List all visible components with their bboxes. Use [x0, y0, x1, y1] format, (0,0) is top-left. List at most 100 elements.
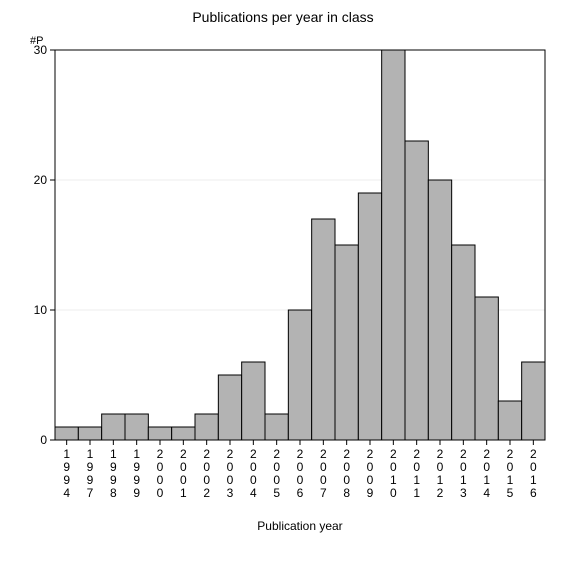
x-tick-label: 2	[203, 486, 210, 500]
x-tick-label: 6	[530, 486, 537, 500]
bar	[452, 245, 475, 440]
x-tick-label: 0	[320, 473, 327, 487]
x-tick-label: 9	[110, 460, 117, 474]
x-tick-label: 2	[460, 447, 467, 461]
x-tick-label: 5	[507, 486, 514, 500]
x-tick-label: 2	[227, 447, 234, 461]
x-tick-label: 0	[297, 460, 304, 474]
bar	[125, 414, 148, 440]
x-tick-label: 1	[483, 473, 490, 487]
bar	[428, 180, 451, 440]
x-tick-label: 9	[63, 473, 70, 487]
x-tick-label: 9	[367, 486, 374, 500]
x-tick-label: 1	[180, 486, 187, 500]
x-tick-label: 0	[367, 460, 374, 474]
x-tick-label: 2	[437, 486, 444, 500]
x-tick-label: 1	[390, 473, 397, 487]
x-tick-label: 2	[343, 447, 350, 461]
x-tick-label: 1	[437, 473, 444, 487]
y-tick-label: 30	[34, 43, 48, 57]
x-tick-label: 8	[343, 486, 350, 500]
x-tick-label: 2	[203, 447, 210, 461]
x-tick-label: 0	[250, 460, 257, 474]
x-tick-label: 2	[390, 447, 397, 461]
x-tick-label: 0	[437, 460, 444, 474]
x-tick-label: 1	[530, 473, 537, 487]
x-tick-label: 0	[297, 473, 304, 487]
x-tick-label: 1	[87, 447, 94, 461]
bar	[358, 193, 381, 440]
x-tick-label: 4	[250, 486, 257, 500]
x-tick-label: 0	[250, 473, 257, 487]
x-tick-label: 0	[460, 460, 467, 474]
x-tick-label: 1	[110, 447, 117, 461]
bar	[498, 401, 521, 440]
x-tick-label: 0	[343, 473, 350, 487]
x-tick-label: 0	[530, 460, 537, 474]
x-tick-label: 2	[250, 447, 257, 461]
x-tick-label: 1	[133, 447, 140, 461]
x-tick-label: 7	[320, 486, 327, 500]
x-tick-label: 7	[87, 486, 94, 500]
x-tick-label: 0	[320, 460, 327, 474]
x-tick-label: 5	[273, 486, 280, 500]
x-tick-label: 4	[63, 486, 70, 500]
x-tick-label: 2	[180, 447, 187, 461]
x-tick-label: 1	[413, 473, 420, 487]
x-tick-label: 0	[273, 473, 280, 487]
bar	[78, 427, 101, 440]
x-tick-label: 0	[343, 460, 350, 474]
x-tick-label: 1	[413, 486, 420, 500]
x-tick-label: 2	[297, 447, 304, 461]
chart-title: Publications per year in class	[192, 9, 373, 25]
x-tick-label: 2	[413, 447, 420, 461]
y-tick-label: 10	[34, 303, 48, 317]
x-tick-label: 0	[180, 473, 187, 487]
x-tick-label: 0	[203, 473, 210, 487]
x-tick-label: 0	[157, 486, 164, 500]
x-tick-label: 0	[273, 460, 280, 474]
x-tick-label: 3	[227, 486, 234, 500]
publications-bar-chart: Publications per year in class#P01020301…	[0, 0, 567, 567]
x-tick-label: 0	[157, 473, 164, 487]
bar	[172, 427, 195, 440]
x-tick-label: 0	[413, 460, 420, 474]
x-tick-label: 1	[63, 447, 70, 461]
x-tick-label: 2	[437, 447, 444, 461]
x-tick-label: 0	[367, 473, 374, 487]
bar	[265, 414, 288, 440]
x-tick-label: 0	[157, 460, 164, 474]
bar	[218, 375, 241, 440]
bar	[405, 141, 428, 440]
x-tick-label: 6	[297, 486, 304, 500]
x-tick-label: 9	[110, 473, 117, 487]
x-tick-label: 2	[320, 447, 327, 461]
x-tick-label: 0	[203, 460, 210, 474]
bar	[242, 362, 265, 440]
x-tick-label: 9	[87, 473, 94, 487]
bar	[312, 219, 335, 440]
x-tick-label: 2	[273, 447, 280, 461]
bar	[148, 427, 171, 440]
x-tick-label: 2	[507, 447, 514, 461]
x-tick-label: 0	[507, 460, 514, 474]
x-tick-label: 0	[180, 460, 187, 474]
x-tick-label: 1	[507, 473, 514, 487]
bar	[335, 245, 358, 440]
x-tick-label: 1	[460, 473, 467, 487]
bar	[382, 50, 405, 440]
x-tick-label: 9	[87, 460, 94, 474]
x-tick-label: 2	[157, 447, 164, 461]
x-tick-label: 3	[460, 486, 467, 500]
x-tick-label: 8	[110, 486, 117, 500]
x-tick-label: 0	[390, 460, 397, 474]
bar	[475, 297, 498, 440]
chart-container: Publications per year in class#P01020301…	[0, 0, 567, 567]
x-tick-label: 0	[227, 460, 234, 474]
y-tick-label: 20	[34, 173, 48, 187]
x-tick-label: 0	[483, 460, 490, 474]
x-tick-label: 9	[133, 473, 140, 487]
x-tick-label: 0	[227, 473, 234, 487]
bar	[55, 427, 78, 440]
x-tick-label: 4	[483, 486, 490, 500]
